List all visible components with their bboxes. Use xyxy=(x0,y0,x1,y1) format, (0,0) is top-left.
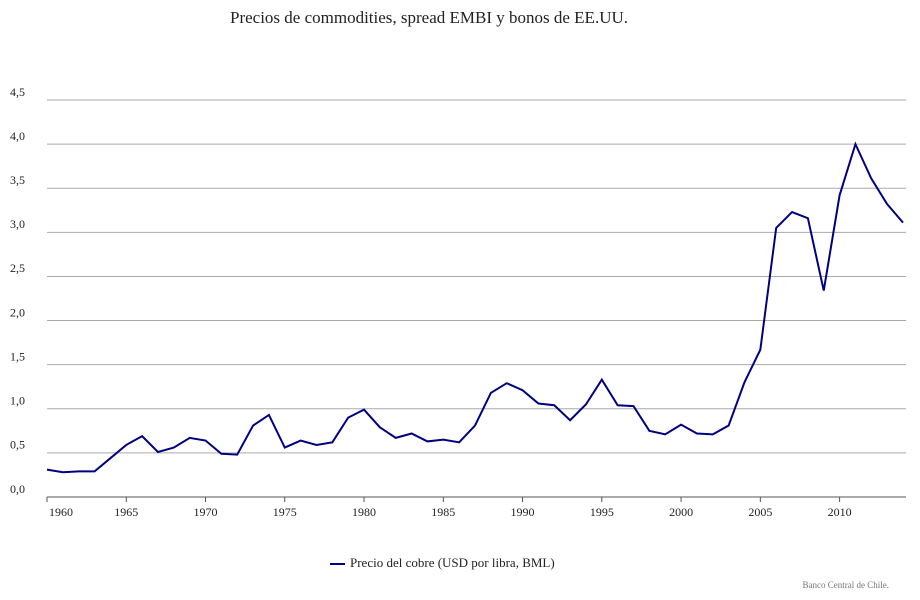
y-tick-label: 1,0 xyxy=(10,394,25,408)
x-tick-label: 1985 xyxy=(431,505,455,519)
x-tick-label: 1980 xyxy=(352,505,376,519)
x-tick-label: 2000 xyxy=(669,505,693,519)
x-tick-label: 2005 xyxy=(748,505,772,519)
chart-title: Precios de commodities, spread EMBI y bo… xyxy=(230,8,628,27)
y-tick-label: 2,0 xyxy=(10,305,25,319)
x-tick-label: 1975 xyxy=(273,505,297,519)
y-tick-label: 0,5 xyxy=(10,438,25,452)
y-tick-label: 2,5 xyxy=(10,261,25,275)
y-tick-label: 3,0 xyxy=(10,217,25,231)
x-tick-label: 1990 xyxy=(511,505,535,519)
y-tick-label: 0,0 xyxy=(10,482,25,496)
line-series xyxy=(46,141,904,474)
y-tick-label: 3,5 xyxy=(10,173,25,187)
source: Banco Central de Chile. xyxy=(803,580,889,590)
y-tick-label: 1,5 xyxy=(10,349,25,363)
y-tick-label: 4,0 xyxy=(10,129,25,143)
y-tick-label: 4,5 xyxy=(10,85,25,99)
legend-label: Precio del cobre (USD por libra, BML) xyxy=(350,555,555,570)
x-tick-label: 1965 xyxy=(114,505,138,519)
x-tick-label: 1995 xyxy=(590,505,614,519)
x-tick-label: 1960 xyxy=(49,505,73,519)
x-tick-label: 1970 xyxy=(194,505,218,519)
x-tick-label: 2010 xyxy=(828,505,852,519)
